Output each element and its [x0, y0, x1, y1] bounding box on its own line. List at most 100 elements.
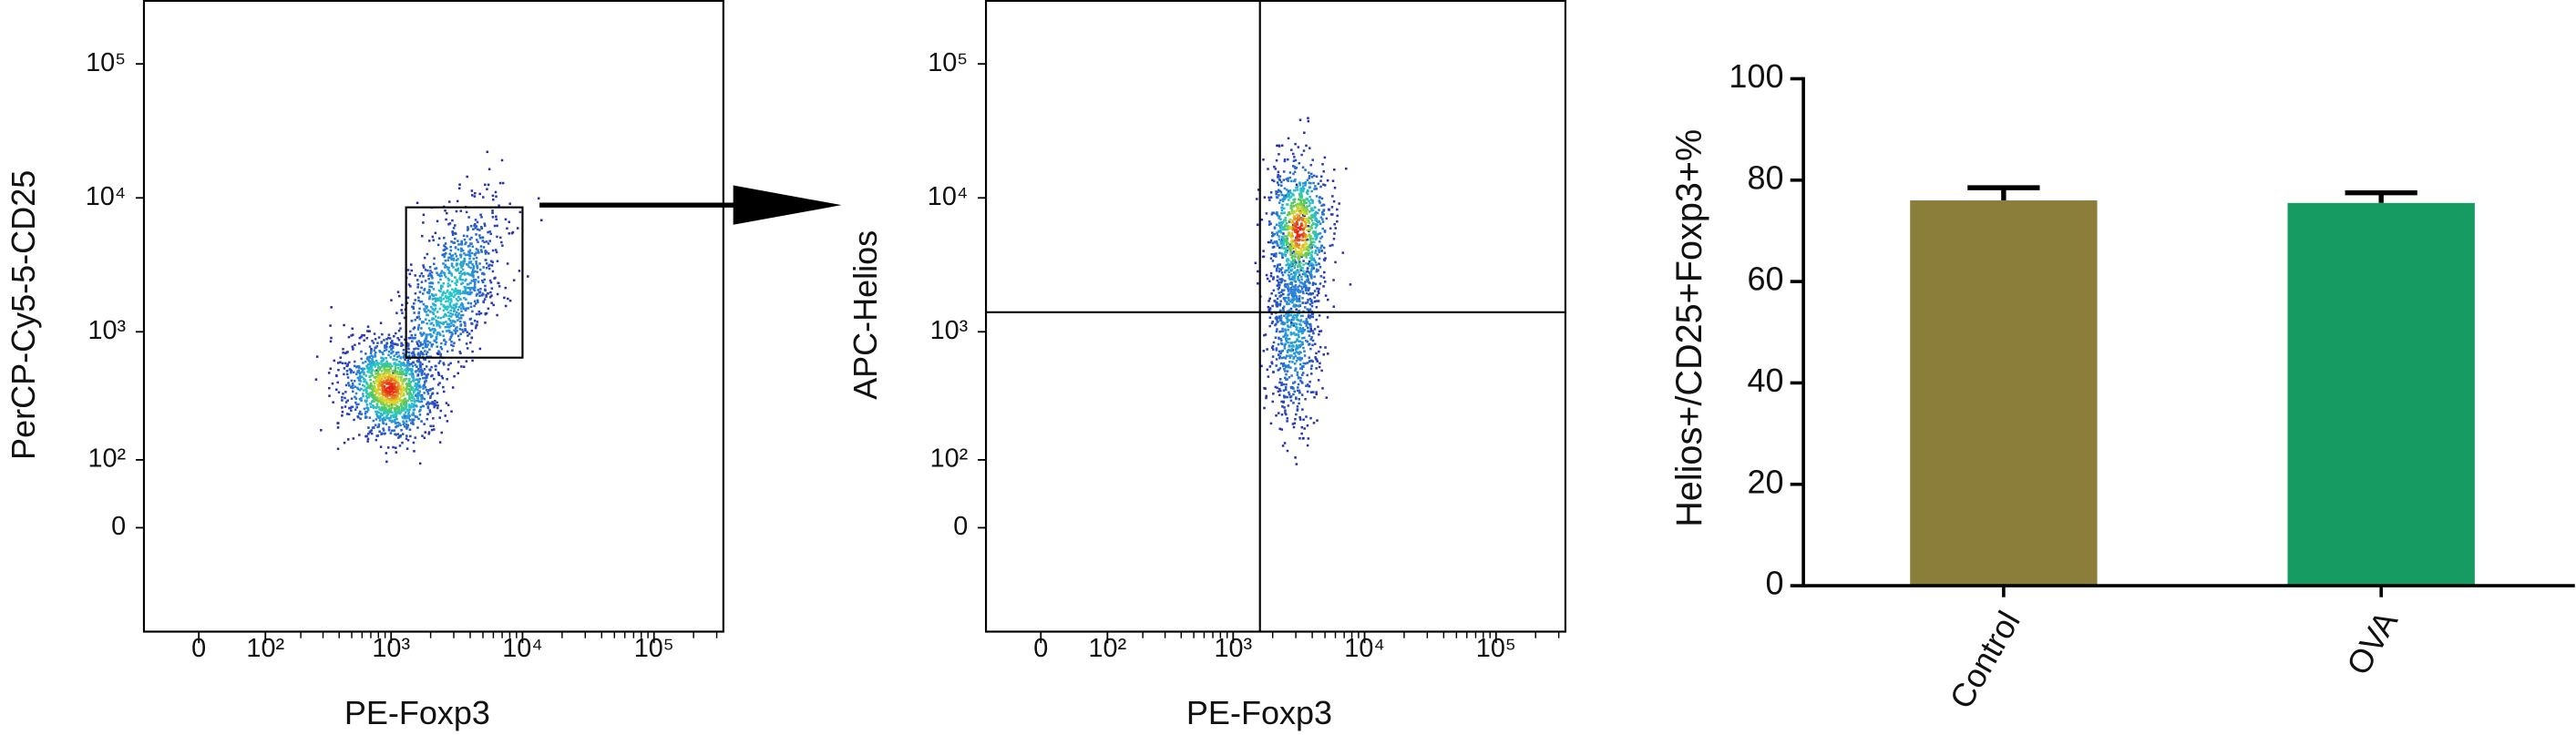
- event-dot: [418, 344, 422, 348]
- event-dot: [329, 324, 332, 327]
- event-dot: [425, 388, 428, 392]
- event-dot: [379, 445, 383, 448]
- event-dot: [389, 415, 393, 419]
- event-dot: [370, 354, 374, 357]
- event-dot: [400, 407, 403, 411]
- event-dot: [1305, 191, 1309, 194]
- event-dot: [351, 327, 354, 331]
- event-dot: [1275, 267, 1278, 271]
- event-dot: [1284, 254, 1288, 258]
- event-dot: [471, 286, 474, 290]
- event-dot: [1322, 285, 1325, 288]
- event-dot: [453, 289, 457, 292]
- event-dot: [1293, 275, 1296, 279]
- event-dot: [354, 401, 357, 404]
- event-dot: [431, 277, 434, 280]
- event-dot: [383, 386, 386, 389]
- event-dot: [1301, 189, 1305, 193]
- event-dot: [348, 361, 351, 364]
- event-dot: [1265, 273, 1268, 277]
- event-dot: [405, 370, 408, 373]
- event-dot: [1314, 356, 1317, 359]
- event-dot: [446, 277, 450, 281]
- event-dot: [1308, 177, 1310, 179]
- event-dot: [477, 251, 480, 254]
- event-dot: [1275, 315, 1278, 319]
- event-dot: [365, 399, 368, 403]
- event-dot: [354, 343, 356, 347]
- event-dot: [1297, 346, 1299, 350]
- event-dot: [1291, 219, 1295, 222]
- event-dot: [406, 393, 409, 395]
- event-dot: [1283, 364, 1287, 367]
- event-dot: [1317, 300, 1320, 302]
- event-dot: [400, 335, 403, 339]
- event-dot: [429, 394, 432, 398]
- event-dot: [1293, 258, 1296, 261]
- event-dot: [1278, 246, 1281, 250]
- event-dot: [490, 264, 494, 267]
- event-dot: [459, 314, 463, 317]
- event-dot: [1322, 209, 1325, 212]
- event-dot: [418, 354, 422, 357]
- event-dot: [1312, 174, 1316, 178]
- event-dot: [467, 307, 470, 310]
- event-dot: [1286, 449, 1289, 453]
- event-dot: [1314, 249, 1318, 252]
- event-dot: [407, 384, 411, 388]
- event-dot: [385, 348, 388, 352]
- event-dot: [448, 284, 452, 287]
- event-dot: [396, 412, 400, 414]
- event-dot: [1300, 373, 1304, 376]
- event-dot: [424, 339, 426, 342]
- event-dot: [1307, 313, 1310, 317]
- event-dot: [1320, 369, 1323, 373]
- event-dot: [1297, 257, 1299, 260]
- event-dot: [406, 359, 410, 362]
- event-dot: [453, 309, 457, 312]
- event-dot: [454, 232, 457, 235]
- event-dot: [1309, 391, 1313, 393]
- event-dot: [1310, 255, 1313, 258]
- event-dot: [1285, 340, 1288, 342]
- event-dot: [476, 220, 479, 224]
- event-dot: [1287, 285, 1289, 288]
- event-dot: [484, 250, 487, 253]
- event-dot: [1298, 261, 1302, 265]
- event-dot: [1298, 335, 1300, 339]
- event-dot: [410, 319, 414, 322]
- event-dot: [354, 373, 358, 375]
- event-dot: [428, 341, 432, 344]
- event-dot: [444, 342, 446, 346]
- event-dot: [446, 300, 449, 302]
- event-dot: [353, 364, 356, 368]
- event-dot: [1299, 207, 1303, 209]
- event-dot: [1318, 330, 1321, 333]
- event-dot: [378, 388, 381, 391]
- event-dot: [1305, 240, 1308, 243]
- event-dot: [387, 350, 391, 353]
- x-tick-label: 10⁴: [1344, 634, 1384, 663]
- event-dot: [421, 342, 425, 346]
- event-dot: [1284, 409, 1287, 412]
- event-dot: [416, 283, 420, 286]
- event-dot: [378, 430, 381, 434]
- event-dot: [431, 293, 434, 296]
- event-dot: [1298, 273, 1301, 277]
- event-dot: [1308, 264, 1311, 267]
- event-dot: [483, 222, 487, 225]
- event-dot: [345, 370, 349, 373]
- event-dot: [1267, 375, 1270, 378]
- event-dot: [1302, 291, 1305, 295]
- event-dot: [495, 195, 498, 199]
- event-dot: [392, 395, 395, 399]
- event-dot: [484, 322, 487, 324]
- event-dot: [396, 291, 400, 293]
- event-dot: [381, 364, 384, 368]
- event-dot: [423, 397, 426, 401]
- event-dot: [438, 382, 441, 384]
- event-dot: [1288, 274, 1291, 278]
- event-dot: [1267, 240, 1270, 244]
- event-dot: [1268, 316, 1272, 320]
